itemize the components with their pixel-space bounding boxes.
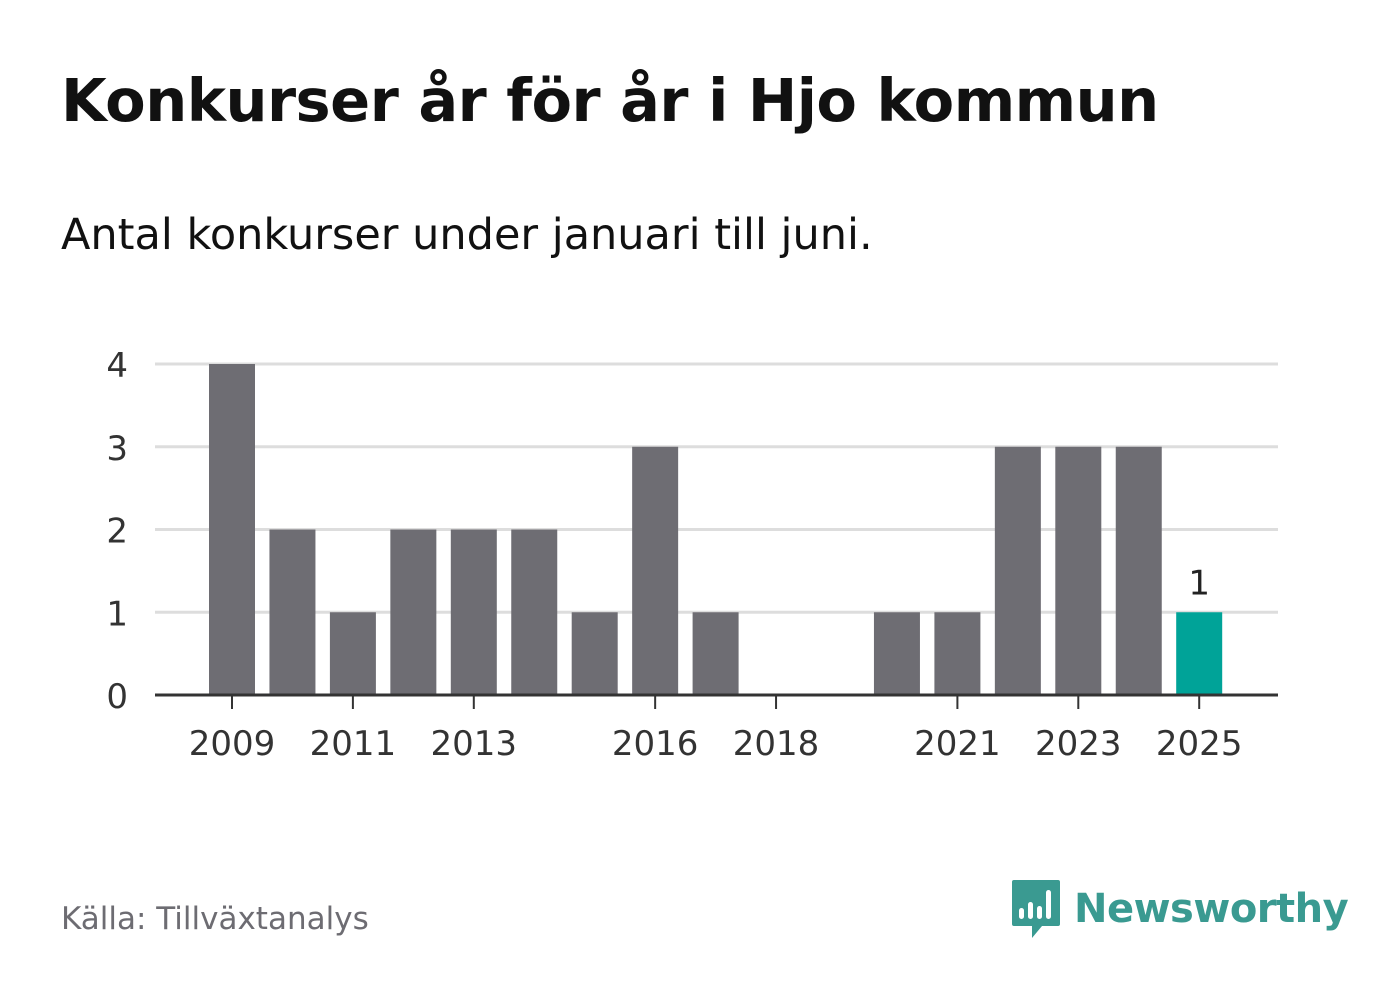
x-tick-label: 2011	[310, 724, 397, 764]
y-tick-label: 4	[106, 346, 128, 386]
x-tick-label: 2023	[1035, 724, 1122, 764]
chart-title: Konkurser år för år i Hjo kommun	[61, 66, 1159, 135]
x-tick-label: 2013	[431, 724, 518, 764]
x-tick-label: 2009	[189, 724, 276, 764]
y-tick-label: 1	[106, 594, 128, 634]
y-tick-label: 2	[106, 512, 128, 552]
source-note: Källa: Tillväxtanalys	[61, 901, 369, 937]
brand-logo: Newsworthy	[1010, 878, 1349, 940]
bar-2013	[450, 529, 497, 695]
bar-2021	[934, 612, 981, 695]
bar-2020	[873, 612, 920, 695]
bar-2017	[692, 612, 739, 695]
gridlines	[155, 362, 1278, 614]
newsworthy-logo-icon	[1012, 880, 1060, 938]
bar-2025	[1176, 612, 1223, 695]
bar-2024	[1115, 446, 1162, 695]
y-tick-label: 3	[106, 429, 128, 469]
bar-2014	[511, 529, 558, 695]
tick-labels: 0 1 2 3 4 2009 2011 2013 2016 2018 2021 2023 2025 1	[106, 346, 1242, 764]
bar-2022	[994, 446, 1041, 695]
bar-2011	[329, 612, 376, 695]
bar-2012	[390, 529, 437, 695]
bar-2009	[209, 364, 255, 695]
bar-2010	[269, 529, 316, 695]
data-label: 1	[1188, 563, 1210, 603]
brand-name: Newsworthy	[1074, 886, 1349, 932]
bar-2015	[571, 612, 618, 695]
x-tick-label: 2021	[914, 724, 1001, 764]
bars	[209, 364, 1223, 695]
x-tick-label: 2016	[612, 724, 699, 764]
y-tick-label: 0	[106, 677, 128, 717]
bar-2023	[1055, 446, 1102, 695]
bar-2016	[632, 446, 679, 695]
axes	[155, 693, 1278, 709]
x-tick-label: 2025	[1156, 724, 1243, 764]
chart-subtitle: Antal konkurser under januari till juni.	[61, 210, 873, 260]
x-tick-label: 2018	[733, 724, 820, 764]
